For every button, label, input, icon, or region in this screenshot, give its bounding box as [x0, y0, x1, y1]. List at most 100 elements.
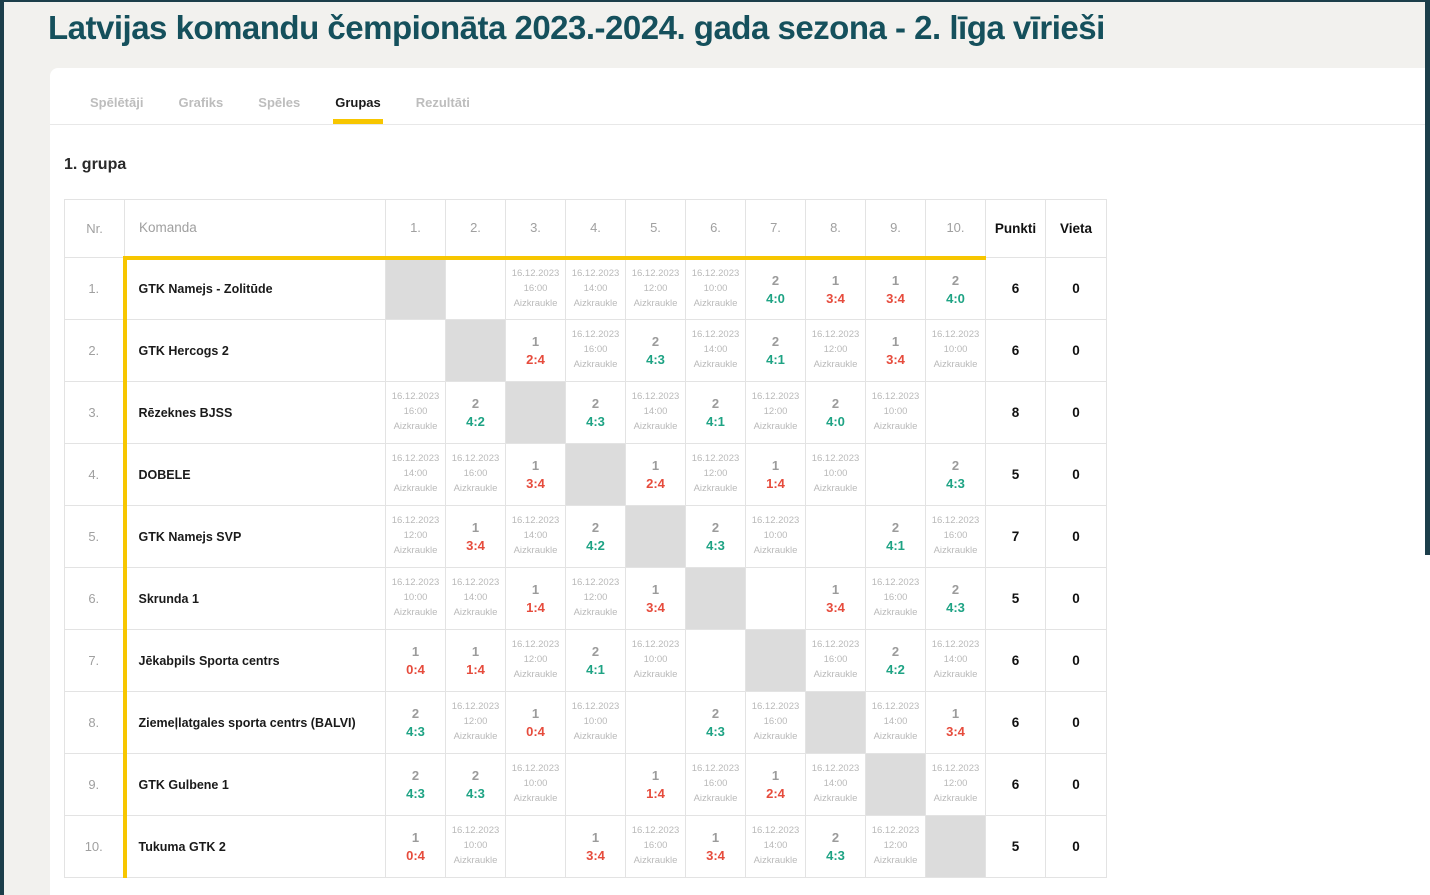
- match-time: 12:00: [523, 654, 548, 666]
- match-venue: Aizkraukle: [453, 854, 498, 866]
- match-points: 2: [471, 396, 480, 411]
- result-match-cell: 2 4:3: [925, 567, 986, 630]
- match-venue: Aizkraukle: [513, 792, 558, 804]
- place-value: 0: [1045, 629, 1107, 692]
- place-value: 0: [1045, 691, 1107, 754]
- tab-results[interactable]: Rezultāti: [415, 95, 470, 110]
- empty-match-cell: [385, 319, 446, 382]
- match-score: 4:1: [586, 662, 605, 677]
- match-venue: Aizkraukle: [633, 668, 678, 680]
- match-time: 10:00: [583, 716, 608, 728]
- match-score: 4:0: [946, 290, 965, 306]
- match-venue: Aizkraukle: [753, 544, 798, 556]
- match-score: 3:4: [886, 290, 905, 306]
- self-match-cell: [625, 505, 686, 568]
- match-date: 16.12.2023: [631, 825, 680, 837]
- result-match-cell: 2 4:2: [565, 505, 626, 568]
- result-match-cell: 2 4:1: [865, 505, 926, 568]
- match-points: 1: [951, 706, 960, 721]
- row-number: 9.: [64, 753, 125, 816]
- match-time: 10:00: [823, 468, 848, 480]
- match-venue: Aizkraukle: [933, 668, 978, 680]
- result-match-cell: 2 4:0: [805, 381, 866, 444]
- match-points: 1: [831, 272, 840, 288]
- match-points: 1: [831, 582, 840, 597]
- team-name: Skrunda 1: [122, 567, 386, 630]
- match-date: 16.12.2023: [811, 329, 860, 341]
- match-date: 16.12.2023: [871, 577, 920, 589]
- match-time: 12:00: [583, 592, 608, 604]
- self-match-cell: [805, 691, 866, 754]
- match-score: 4:2: [886, 662, 905, 677]
- match-time: 12:00: [463, 716, 488, 728]
- points-value: 5: [985, 815, 1046, 878]
- match-time: 10:00: [703, 282, 728, 294]
- match-points: 1: [771, 768, 780, 783]
- match-venue: Aizkraukle: [393, 606, 438, 618]
- match-venue: Aizkraukle: [693, 792, 738, 804]
- match-time: 10:00: [403, 592, 428, 604]
- result-match-cell: 1 3:4: [565, 815, 626, 878]
- result-match-cell: 2 4:2: [445, 381, 506, 444]
- match-points: 2: [891, 644, 900, 659]
- tab-groups[interactable]: Grupas: [333, 68, 383, 124]
- result-match-cell: 1 3:4: [925, 691, 986, 754]
- match-time: 16:00: [883, 592, 908, 604]
- self-match-cell: [865, 753, 926, 816]
- match-venue: Aizkraukle: [393, 482, 438, 494]
- team-name: GTK Namejs SVP: [122, 505, 386, 568]
- match-venue: Aizkraukle: [693, 297, 738, 309]
- scheduled-match-cell: 16.12.2023 14:00 Aizkraukle: [385, 443, 446, 506]
- team-name: Rēzeknes BJSS: [122, 381, 386, 444]
- place-value: 0: [1045, 505, 1107, 568]
- match-venue: Aizkraukle: [813, 668, 858, 680]
- place-value: 0: [1045, 319, 1107, 382]
- match-time: 12:00: [643, 282, 668, 294]
- tab-players[interactable]: Spēlētāji: [90, 95, 144, 110]
- result-match-cell: 1 3:4: [685, 815, 746, 878]
- match-points: 2: [591, 396, 600, 411]
- self-match-cell: [385, 255, 446, 320]
- points-value: 6: [985, 257, 1046, 320]
- match-score: 4:3: [406, 724, 425, 739]
- match-venue: Aizkraukle: [933, 358, 978, 370]
- match-score: 4:3: [406, 786, 425, 801]
- match-venue: Aizkraukle: [513, 668, 558, 680]
- match-venue: Aizkraukle: [873, 420, 918, 432]
- tab-games[interactable]: Spēles: [258, 95, 301, 110]
- scheduled-match-cell: 16.12.2023 12:00 Aizkraukle: [625, 255, 686, 320]
- scrollbar-thumb[interactable]: [1425, 0, 1430, 555]
- match-points: 2: [651, 334, 660, 349]
- match-date: 16.12.2023: [691, 329, 740, 341]
- table-row: 3. Rēzeknes BJSS 16.12.2023 16:00 Aizkraukle…: [64, 381, 1107, 444]
- scheduled-match-cell: 16.12.2023 12:00 Aizkraukle: [745, 381, 806, 444]
- match-points: 1: [711, 830, 720, 845]
- match-date: 16.12.2023: [871, 825, 920, 837]
- points-value: 6: [985, 319, 1046, 382]
- table-row: 5. GTK Namejs SVP 16.12.2023 12:00 Aizkraukl…: [64, 505, 1107, 568]
- match-time: 12:00: [883, 840, 908, 852]
- match-time: 14:00: [943, 654, 968, 666]
- match-points: 2: [711, 396, 720, 411]
- scheduled-match-cell: 16.12.2023 14:00 Aizkraukle: [745, 815, 806, 878]
- match-score: 2:4: [646, 476, 665, 491]
- match-venue: Aizkraukle: [813, 358, 858, 370]
- match-date: 16.12.2023: [691, 453, 740, 465]
- scheduled-match-cell: 16.12.2023 12:00 Aizkraukle: [865, 815, 926, 878]
- points-value: 8: [985, 381, 1046, 444]
- team-name: Ziemeļlatgales sporta centrs (BALVI): [122, 691, 386, 754]
- place-value: 0: [1045, 443, 1107, 506]
- result-match-cell: 1 1:4: [505, 567, 566, 630]
- match-date: 16.12.2023: [511, 268, 560, 280]
- place-value: 0: [1045, 257, 1107, 320]
- match-venue: Aizkraukle: [453, 482, 498, 494]
- empty-match-cell: [805, 505, 866, 568]
- tab-schedule[interactable]: Grafiks: [178, 95, 224, 110]
- empty-match-cell: [445, 255, 506, 320]
- match-score: 1:4: [646, 786, 665, 801]
- match-venue: Aizkraukle: [873, 730, 918, 742]
- match-date: 16.12.2023: [451, 825, 500, 837]
- result-match-cell: 2 4:1: [565, 629, 626, 692]
- match-date: 16.12.2023: [391, 515, 440, 527]
- empty-match-cell: [925, 381, 986, 444]
